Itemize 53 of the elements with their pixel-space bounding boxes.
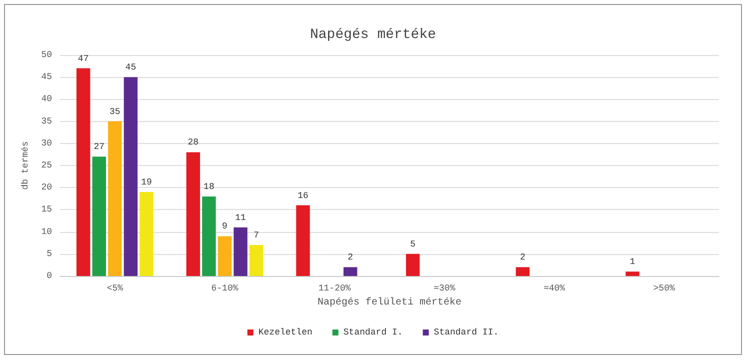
bar (626, 272, 640, 276)
y-tick-label: 0 (46, 271, 52, 281)
y-tick-label: 30 (41, 138, 52, 148)
data-label: 1 (630, 257, 636, 268)
x-tick-label: ≈40% (543, 284, 566, 294)
bar (249, 245, 264, 276)
data-label: 2 (520, 252, 526, 263)
bar (406, 254, 420, 276)
x-tick-label: 6-10% (211, 284, 239, 294)
y-tick-label: 40 (41, 94, 52, 104)
y-tick-label: 35 (41, 116, 52, 126)
data-label: 47 (78, 54, 89, 64)
legend-label: Standard I. (343, 328, 403, 338)
data-label: 9 (222, 222, 228, 232)
y-tick-label: 25 (41, 160, 52, 170)
data-label: 45 (125, 62, 136, 73)
bar (344, 267, 358, 276)
bar (76, 68, 90, 276)
y-tick-label: 20 (41, 182, 52, 193)
bar (516, 267, 530, 276)
legend-label: Kezeletlen (258, 328, 312, 338)
data-label: 28 (188, 138, 199, 148)
legend-label: Standard II. (434, 328, 499, 338)
data-label: 35 (110, 106, 120, 117)
data-label: 11 (235, 212, 246, 223)
x-tick-label: 11-20% (318, 284, 352, 294)
data-label: 7 (254, 230, 260, 241)
chart-title: Napégés mértéke (310, 27, 436, 43)
y-tick-label: 50 (41, 50, 52, 60)
x-tick-label: ≈30% (434, 284, 456, 294)
bar (218, 236, 232, 276)
data-label: 27 (94, 142, 105, 152)
data-label: 16 (298, 190, 308, 201)
bar (296, 205, 310, 276)
bar (234, 227, 248, 276)
x-axis-title: Napégés felületi mértéke (317, 296, 462, 308)
bar (92, 156, 106, 276)
y-tick-label: 5 (46, 248, 52, 259)
y-tick-label: 10 (41, 226, 52, 237)
bar (108, 121, 122, 276)
bar (202, 196, 216, 276)
y-tick-label: 45 (41, 72, 52, 82)
x-tick-label: >50% (653, 284, 676, 294)
data-label: 2 (348, 252, 354, 263)
x-tick-label: <5% (106, 284, 124, 294)
y-tick-label: 15 (41, 204, 52, 215)
bar (140, 192, 154, 276)
bar (124, 77, 138, 276)
data-label: 5 (410, 239, 416, 250)
data-label: 19 (141, 178, 152, 188)
y-axis-title: db termés (20, 141, 30, 190)
bar (186, 152, 200, 276)
data-label: 18 (204, 182, 214, 192)
